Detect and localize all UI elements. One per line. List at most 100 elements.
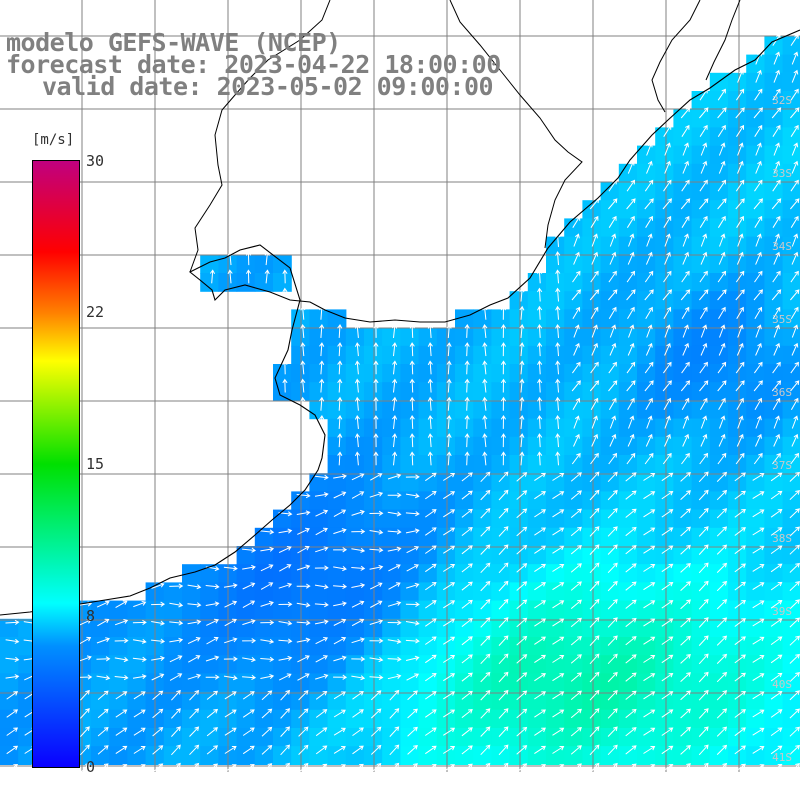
wind-arrow [773,51,781,65]
wind-arrow [570,745,582,755]
wind-speed-cell [345,673,365,693]
wind-arrow [446,378,452,393]
wind-speed-cell [564,746,583,765]
wind-arrow [298,726,309,737]
wind-speed-cell [509,546,529,565]
wind-arrow [645,397,653,411]
wind-arrow [464,378,470,393]
wind-speed-cell [309,309,329,329]
wind-speed-cell [91,655,110,674]
wind-arrow [519,378,525,393]
wind-arrow [716,653,728,664]
wind-speed-cell [273,382,292,401]
wind-speed-cell [746,309,765,329]
wind-speed-cell [600,491,620,511]
wind-speed-cells [0,36,800,765]
wind-speed-cell [273,655,292,674]
wind-speed-cell [691,600,711,620]
wind-speed-cell [527,618,547,638]
wind-arrow [607,544,618,555]
wind-speed-cell [436,491,456,511]
wind-arrow [409,396,415,411]
wind-speed-cell [764,218,784,238]
wind-speed-cell [728,273,747,292]
wind-speed-cell [436,473,456,492]
wind-arrow [480,617,491,628]
wind-speed-cell [673,309,693,329]
wind-speed-cell [691,273,711,292]
wind-speed-cell [618,455,638,474]
wind-speed-cell [564,218,583,238]
wind-arrow [608,215,617,228]
wind-arrow [736,433,744,447]
wind-arrow [770,509,783,518]
wind-arrow [589,471,600,483]
wind-arrow [625,745,637,755]
wind-speed-cell [473,418,492,438]
wind-speed-cell [436,655,456,674]
wind-speed-cell [418,418,438,438]
wind-speed-cell [273,673,292,693]
wind-arrow [427,360,433,375]
wind-arrow [625,763,637,773]
wind-arrow [152,690,164,700]
wind-arrow [389,726,400,737]
wind-arrow [589,580,600,592]
wind-arrow [169,620,184,626]
wind-speed-cell [400,436,420,456]
wind-speed-cell [309,600,329,620]
wind-arrow [644,380,654,392]
wind-arrow [753,361,763,374]
wind-speed-cell [655,691,674,711]
wind-arrow [681,397,690,411]
wind-arrow [425,763,437,773]
wind-speed-cell [673,546,693,565]
wind-arrow [772,270,781,283]
wind-arrow [97,618,110,627]
wind-speed-cell [200,600,219,620]
wind-arrow [663,179,672,192]
wind-arrow [392,378,398,393]
wind-speed-cell [436,582,456,602]
wind-arrow [716,544,728,555]
wind-speed-cell [491,728,511,747]
border-line [189,0,331,273]
wind-arrow [734,545,746,555]
wind-speed-cell [782,728,800,747]
wind-speed-cell [254,564,274,583]
wind-arrow [698,653,709,665]
wind-arrow [573,233,580,247]
wind-speed-cell [0,728,19,747]
wind-speed-cell [400,582,420,602]
wind-speed-cell [200,673,219,693]
wind-speed-cell [400,564,420,583]
wind-speed-cell [254,746,274,765]
wind-arrow [242,745,255,755]
wind-arrow [333,618,347,626]
wind-speed-cell [418,436,438,456]
wind-arrow [791,342,799,356]
wind-arrow [482,342,488,357]
wind-speed-cell [764,291,784,310]
wind-arrow [171,708,181,719]
wind-arrow [773,233,780,247]
wind-speed-cell [600,673,620,693]
wind-arrow [224,691,237,700]
wind-speed-cell [709,509,729,529]
wind-arrow [78,674,93,680]
wind-arrow [680,562,691,573]
wind-arrow [534,527,546,536]
wind-speed-cell [127,618,147,638]
wind-speed-cell [491,400,511,420]
wind-arrow [373,396,379,411]
wind-arrow [171,689,181,701]
wind-speed-cell [582,746,602,765]
wind-arrow [700,233,708,247]
wind-arrow [387,511,402,517]
wind-speed-cell [455,382,474,401]
wind-arrow [719,415,726,429]
wind-speed-cell [436,418,456,438]
wind-arrow [80,762,90,774]
wind-arrow [500,451,507,466]
wind-speed-cell [309,728,329,747]
